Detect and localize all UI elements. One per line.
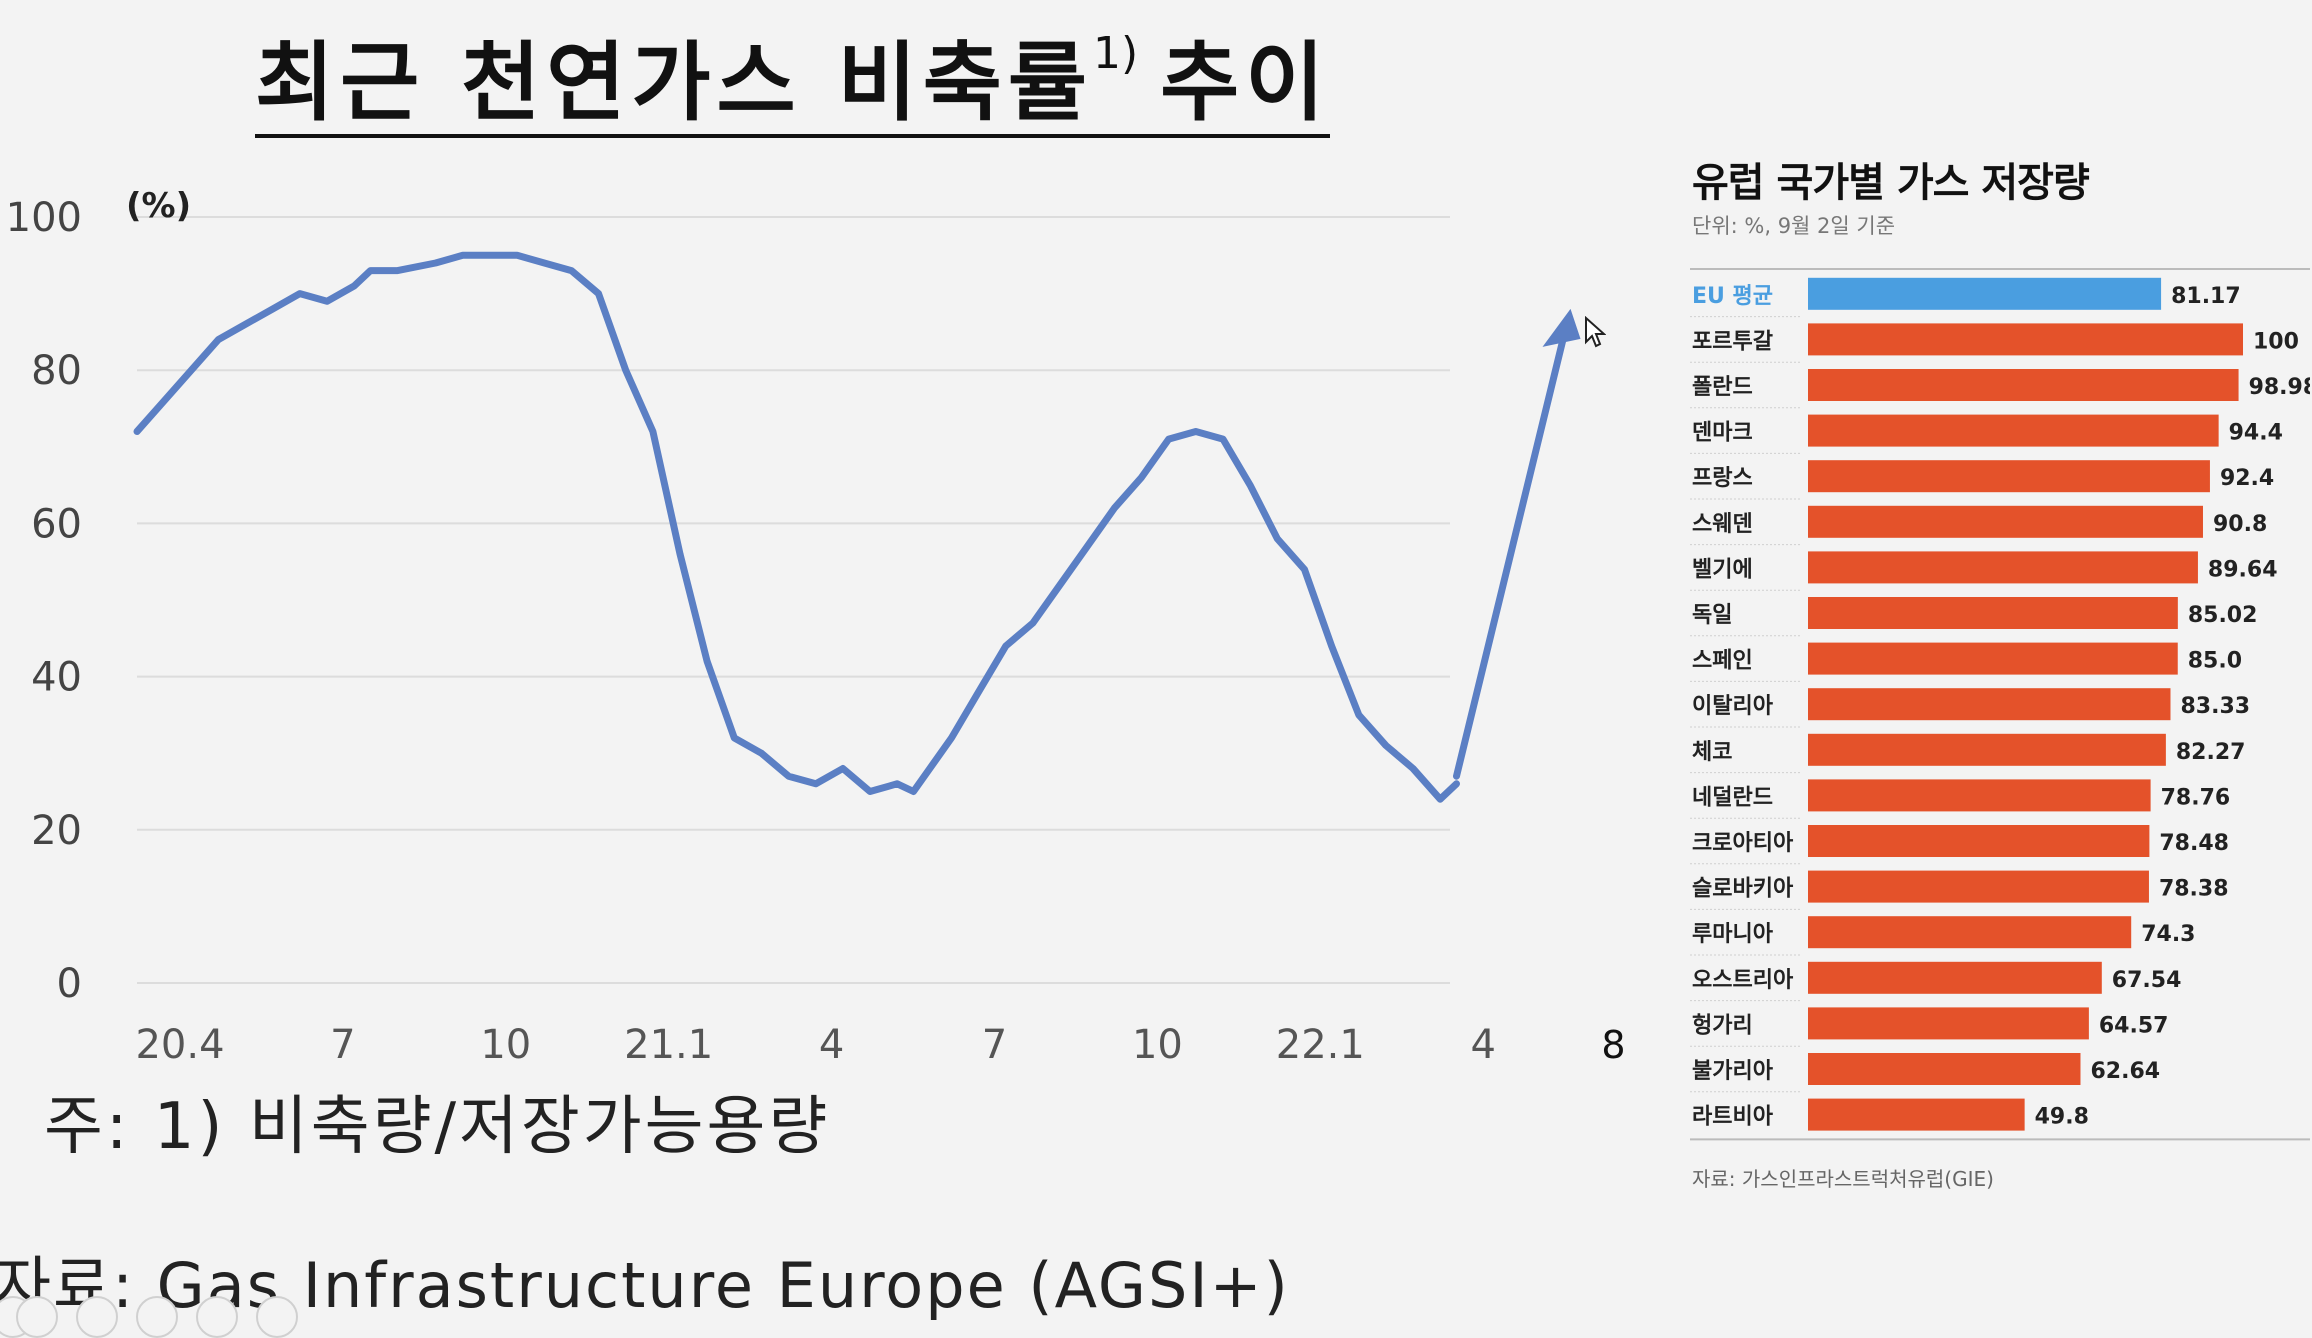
storage-rate-line <box>133 251 1460 803</box>
country-label: 스페인 <box>1692 649 1753 674</box>
storage-bar <box>1808 597 2178 629</box>
x-tick-label: 4 <box>819 1022 844 1068</box>
storage-bar <box>1808 642 2178 675</box>
storage-bar <box>1808 916 2132 949</box>
x-tick-label: 22.1 <box>1276 1022 1365 1068</box>
bar-value-label: 89.64 <box>2208 557 2278 582</box>
country-label: 라트비아 <box>1692 1105 1774 1130</box>
y-tick-label: 20 <box>31 808 82 854</box>
country-label: 체코 <box>1692 740 1732 765</box>
title-tail: 추이 <box>1160 33 1331 133</box>
country-label: 프랑스 <box>1692 466 1753 491</box>
x-tick-label: 10 <box>1132 1022 1183 1068</box>
y-tick-label: 60 <box>31 501 82 547</box>
bar-value-label: 78.38 <box>2159 877 2229 902</box>
storage-bar <box>1808 1098 2025 1131</box>
source-note: 자료: Gas Infrastructure Europe (AGSI+) <box>0 1249 1290 1322</box>
storage-rate-line-chart: 0 20 40 60 80 100 (%) 20.4 7 10 21.1 4 7 10 22.1 4 8 <box>6 186 1626 1068</box>
bar-value-label: 92.4 <box>2220 466 2274 491</box>
pen-icon[interactable] <box>76 1296 118 1338</box>
storage-bar <box>1808 505 2203 538</box>
storage-bar <box>1808 460 2210 493</box>
y-tick-label: 100 <box>6 195 82 241</box>
country-label: 독일 <box>1692 603 1732 628</box>
country-label: 벨기에 <box>1692 557 1753 582</box>
storage-bar <box>1808 870 2149 903</box>
storage-bar <box>1808 551 2198 584</box>
storage-bar <box>1808 277 2162 310</box>
country-storage-bar-chart: EU 평균 81.17 포르투갈 100 폴란드 98.98 덴마크 94.4 프랑스 92.4 스… <box>1690 268 2310 1141</box>
storage-bar <box>1808 961 2102 994</box>
y-tick-label: 40 <box>31 655 82 701</box>
bar-value-label: 78.48 <box>2159 831 2229 856</box>
storage-bar <box>1808 323 2243 356</box>
play-icon[interactable] <box>16 1296 58 1338</box>
x-tick-label: 4 <box>1470 1022 1495 1068</box>
bar-value-label: 81.17 <box>2171 284 2241 309</box>
bar-value-label: 82.27 <box>2176 740 2246 765</box>
y-axis-unit-label: (%) <box>126 186 191 226</box>
x-tick-label: 8 <box>1601 1023 1625 1067</box>
y-tick-label: 80 <box>31 348 82 394</box>
storage-bar <box>1808 369 2239 401</box>
trend-arrow-head <box>1542 308 1581 347</box>
country-label: 이탈리아 <box>1692 694 1774 719</box>
storage-bar <box>1808 825 2150 857</box>
trend-arrow-shaft <box>1452 317 1572 780</box>
country-label: 불가리아 <box>1692 1059 1774 1084</box>
x-tick-label: 10 <box>480 1022 531 1068</box>
slides-icon[interactable] <box>136 1296 178 1338</box>
bar-value-label: 85.02 <box>2188 603 2258 628</box>
bar-value-label: 100 <box>2253 329 2299 354</box>
x-tick-label: 20.4 <box>135 1022 224 1068</box>
x-tick-label: 7 <box>982 1022 1007 1068</box>
storage-bar <box>1808 1053 2081 1085</box>
bar-value-label: 98.98 <box>2249 375 2310 400</box>
country-label: 네덜란드 <box>1692 785 1773 810</box>
x-tick-label: 7 <box>330 1022 355 1068</box>
chart-title: 최근 천연가스 비축률1) 추이 <box>255 32 1331 138</box>
more-icon[interactable] <box>256 1296 298 1338</box>
right-chart-subtitle: 단위: %, 9월 2일 기준 <box>1692 214 1896 238</box>
country-label: EU 평균 <box>1692 284 1773 309</box>
country-label: 스웨덴 <box>1692 512 1753 537</box>
bar-value-label: 85.0 <box>2188 649 2242 674</box>
country-label: 오스트리아 <box>1692 968 1794 993</box>
country-label: 크로아티아 <box>1692 831 1794 856</box>
country-label: 포르투갈 <box>1692 329 1773 354</box>
bar-value-label: 62.64 <box>2090 1059 2160 1084</box>
storage-bar <box>1808 688 2171 721</box>
storage-bar <box>1808 1007 2089 1040</box>
country-label: 덴마크 <box>1692 421 1753 446</box>
storage-bar <box>1808 414 2219 447</box>
mouse-cursor-icon <box>1585 316 1606 348</box>
bar-value-label: 64.57 <box>2099 1013 2169 1038</box>
country-label: 루마니아 <box>1692 922 1774 947</box>
country-label: 슬로바키아 <box>1692 877 1794 902</box>
storage-bar <box>1808 733 2166 766</box>
right-chart-title: 유럽 국가별 가스 저장량 <box>1692 160 2090 206</box>
bar-value-label: 78.76 <box>2161 785 2231 810</box>
bar-value-label: 67.54 <box>2112 968 2182 993</box>
right-chart-source: 자료: 가스인프라스트럭처유럽(GIE) <box>1692 1167 1994 1191</box>
y-tick-label: 0 <box>57 961 82 1007</box>
x-tick-label: 21.1 <box>624 1022 713 1068</box>
country-label: 헝가리 <box>1692 1013 1753 1038</box>
bar-value-label: 74.3 <box>2141 922 2195 947</box>
bar-value-label: 94.4 <box>2229 421 2283 446</box>
zoom-icon[interactable] <box>196 1296 238 1338</box>
country-label: 폴란드 <box>1692 375 1753 400</box>
title-footnote-mark: 1) <box>1092 28 1139 79</box>
bar-value-label: 49.8 <box>2035 1105 2089 1130</box>
storage-bar <box>1808 779 2151 812</box>
title-main: 최근 천연가스 비축률 <box>255 33 1093 133</box>
bar-value-label: 83.33 <box>2180 694 2250 719</box>
footnote: 주: 1) 비축량/저장가능용량 <box>44 1090 831 1164</box>
bar-value-label: 90.8 <box>2213 512 2267 537</box>
